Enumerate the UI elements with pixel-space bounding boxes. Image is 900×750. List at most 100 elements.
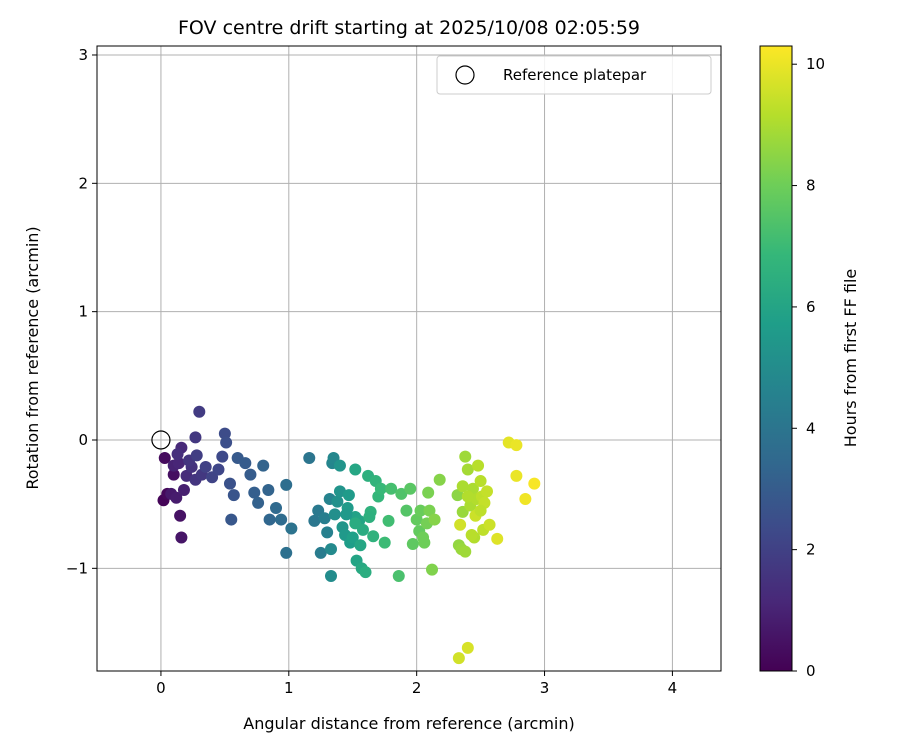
data-point: [257, 459, 270, 472]
data-point: [216, 450, 229, 463]
data-point: [193, 405, 206, 418]
points-layer: [157, 405, 541, 665]
data-point: [422, 486, 435, 499]
data-point: [474, 504, 487, 517]
data-point: [433, 473, 446, 486]
data-point: [349, 463, 362, 476]
colorbar-tick-label: 10: [806, 55, 825, 73]
data-point: [220, 436, 233, 449]
data-point: [454, 518, 467, 531]
grid-layer: [97, 46, 721, 671]
data-point: [382, 514, 395, 527]
data-point: [328, 508, 341, 521]
data-point: [459, 450, 472, 463]
colorbar-gradient: [759, 45, 793, 672]
data-point: [262, 484, 275, 497]
data-point: [308, 514, 321, 527]
data-point: [426, 563, 439, 576]
data-point: [461, 490, 474, 503]
x-tick-label: 1: [284, 679, 294, 697]
y-tick-label: 1: [78, 303, 88, 321]
data-point: [223, 477, 236, 490]
data-point: [280, 546, 293, 559]
colorbar-tick-label: 6: [806, 298, 816, 316]
colorbar-label: Hours from first FF file: [841, 269, 860, 448]
data-point: [459, 545, 472, 558]
data-point: [333, 459, 346, 472]
legend-label: Reference platepar: [503, 66, 647, 84]
y-tick-label: 2: [78, 174, 88, 192]
x-axis-label: Angular distance from reference (arcmin): [243, 714, 574, 733]
data-point: [395, 487, 408, 500]
data-point: [333, 485, 346, 498]
data-point: [318, 512, 331, 525]
data-point: [342, 489, 355, 502]
data-point: [378, 536, 391, 549]
data-point: [519, 493, 532, 506]
x-tick-label: 4: [668, 679, 678, 697]
data-point: [303, 451, 316, 464]
data-point: [321, 526, 334, 539]
y-axis-label: Rotation from reference (arcmin): [23, 226, 42, 489]
data-point: [158, 451, 171, 464]
data-point: [199, 460, 212, 473]
data-point: [280, 478, 293, 491]
data-point: [452, 652, 465, 665]
data-point: [428, 513, 441, 526]
data-point: [244, 468, 257, 481]
data-point: [177, 484, 190, 497]
data-point: [472, 459, 485, 472]
data-point: [481, 485, 493, 498]
data-point: [465, 528, 478, 541]
data-point: [340, 508, 353, 521]
data-point: [167, 468, 180, 481]
data-point: [270, 502, 283, 515]
y-tick-label: 3: [78, 46, 88, 64]
data-point: [423, 504, 436, 517]
data-point: [172, 457, 185, 470]
data-point: [349, 517, 362, 530]
data-point: [400, 504, 413, 517]
data-point: [170, 491, 183, 504]
data-point: [175, 531, 188, 544]
data-point: [461, 463, 474, 476]
data-point: [189, 431, 202, 444]
data-point: [354, 539, 367, 552]
data-point: [528, 477, 541, 490]
data-point: [346, 531, 359, 544]
colorbar-tick-label: 2: [806, 541, 816, 559]
data-point: [404, 482, 417, 495]
data-point: [483, 518, 496, 531]
data-point: [285, 522, 298, 535]
x-tick-label: 3: [540, 679, 550, 697]
data-point: [227, 489, 240, 502]
ticks-layer: 0 1 2 3 4 −1 0 1 2 3: [66, 46, 677, 697]
data-point: [359, 566, 372, 579]
chart-title: FOV centre drift starting at 2025/10/08 …: [178, 17, 640, 39]
data-point: [239, 457, 252, 470]
data-point: [331, 495, 344, 508]
data-point: [218, 427, 231, 440]
data-point: [461, 641, 474, 654]
legend-marker-icon: [455, 65, 475, 85]
data-point: [491, 532, 504, 545]
data-point: [252, 496, 265, 509]
data-point: [374, 482, 387, 495]
data-point: [275, 513, 288, 526]
data-point: [418, 536, 431, 549]
legend-box: [436, 55, 712, 95]
data-point: [456, 480, 469, 493]
reference-platepar-marker: [151, 430, 171, 450]
colorbar-tick-label: 0: [806, 662, 816, 680]
data-point: [510, 469, 523, 482]
colorbar-ticks: 0 2 4 6 8 10: [792, 55, 825, 680]
plot-frame: [96, 45, 722, 672]
data-point: [474, 475, 487, 488]
y-tick-label: −1: [66, 559, 88, 577]
data-point: [363, 510, 376, 523]
x-tick-label: 2: [412, 679, 422, 697]
colorbar-tick-label: 8: [806, 177, 816, 195]
data-point: [190, 449, 203, 462]
data-point: [410, 513, 423, 526]
